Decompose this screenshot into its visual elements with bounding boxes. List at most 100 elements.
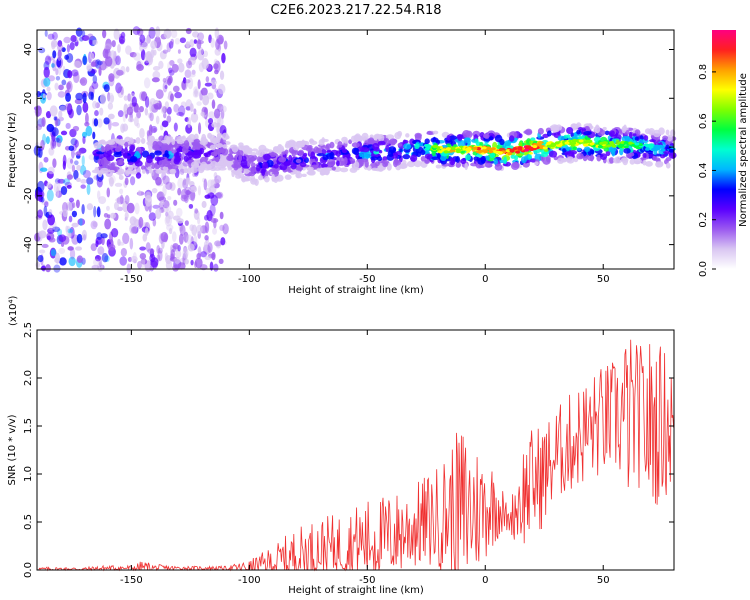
spectrogram-cell <box>353 161 360 169</box>
spectrogram-cell <box>621 125 627 134</box>
spectrogram-cell <box>150 49 155 59</box>
spectrogram-cell <box>182 77 187 84</box>
spectrogram-cell <box>115 197 123 203</box>
spectrogram-cell <box>176 218 184 224</box>
spectrogram-cell <box>197 185 201 196</box>
spectrogram-cell <box>183 155 189 162</box>
y-tick-label: 40 <box>23 43 34 56</box>
snr-x-axis: -150 -100 -50 0 50 <box>120 330 610 586</box>
spectrogram-cell <box>186 167 192 175</box>
colorbar-tick-label: 0.8 <box>698 64 709 80</box>
spectrogram-cell <box>145 242 151 252</box>
spectrogram-cell <box>82 101 89 113</box>
spectrogram-cell <box>110 162 116 169</box>
spectrogram-cell <box>103 212 109 218</box>
spectrogram-cell <box>420 149 426 156</box>
spectrogram-cell <box>205 187 212 194</box>
spectrogram-cell <box>179 168 185 175</box>
spectrogram-cell <box>393 159 398 168</box>
spectrogram-cell <box>37 255 44 263</box>
spectrogram-cell <box>162 77 167 83</box>
spectrogram-cell <box>64 54 70 60</box>
spectrogram-cell <box>193 39 198 44</box>
spectrogram-cell <box>202 94 210 106</box>
spectrogram-cell <box>557 157 565 164</box>
spectrogram-cell <box>96 190 101 200</box>
spectrogram-cell <box>632 133 637 137</box>
spectrogram-cell <box>45 264 51 273</box>
spectrogram-cell <box>213 263 219 272</box>
spectrogram-cell <box>534 161 539 166</box>
figure-title: C2E6.2023.217.22.54.R18 <box>270 3 441 18</box>
spectrogram-cell <box>399 148 403 152</box>
spectrogram-cell <box>162 175 170 185</box>
spectrogram-cell <box>92 131 96 140</box>
spectrogram-cell <box>565 147 572 151</box>
spectrogram-cell <box>583 143 589 147</box>
spectrogram-cell <box>185 177 190 186</box>
spectrogram-cell <box>74 160 79 166</box>
spectrogram-cell <box>164 252 169 261</box>
spectrogram-cell <box>512 147 518 151</box>
spectrogram-cell <box>95 240 99 248</box>
spectrogram-cell <box>576 147 582 151</box>
spectrogram-cell <box>540 152 549 158</box>
y-tick-label: -40 <box>23 236 34 252</box>
spectrogram-cell <box>432 145 438 149</box>
spectrogram-cell <box>169 182 176 191</box>
spectrogram-cell <box>57 228 63 237</box>
spectrogram-cell <box>669 149 675 153</box>
spectrogram-cell <box>313 146 319 154</box>
spectrogram-cell <box>174 91 182 99</box>
spectrogram-cell <box>208 111 216 120</box>
spectrogram-cell <box>654 144 660 148</box>
spectrogram-cell <box>120 247 127 257</box>
spectrogram-cell <box>583 140 589 144</box>
spectrogram-cell <box>256 164 261 172</box>
spectrogram-cell <box>162 81 168 93</box>
spectrogram-cell <box>44 29 48 37</box>
spectrogram-cell <box>93 205 97 218</box>
spectrogram-cell <box>69 248 76 260</box>
spectrogram-cell <box>101 252 109 263</box>
spectrogram-cell <box>564 141 570 145</box>
spectrogram-cell <box>105 56 113 67</box>
y-tick-label: 0 <box>23 144 34 150</box>
spectrogram-cell <box>75 177 81 183</box>
spectrogram-cell <box>247 159 251 168</box>
spectrogram-cell <box>149 101 153 112</box>
spectrogram-cell <box>98 256 102 268</box>
spectrogram-cell <box>75 246 83 251</box>
spectrogram-cell <box>488 149 494 154</box>
spectrogram-cell <box>61 79 67 86</box>
spectrogram-cell <box>351 147 359 155</box>
spectrogram-cell <box>152 140 159 149</box>
spectrogram-cell <box>43 205 48 217</box>
spectrogram-cell <box>660 148 666 152</box>
spectrogram-cell <box>103 117 110 125</box>
spectrogram-cell <box>50 139 54 150</box>
y-tick-label: 0.0 <box>23 562 34 578</box>
spectrogram-cell <box>160 200 165 206</box>
spectrogram-cell <box>341 148 348 154</box>
spectrogram-cell <box>130 255 138 263</box>
spectrogram-cell <box>90 61 97 67</box>
spectrogram-cell <box>200 161 207 168</box>
spectrogram-cell <box>70 34 77 43</box>
spectrogram-cell <box>99 107 104 116</box>
spectrogram-cell <box>165 181 173 190</box>
spectrogram-cell <box>56 135 63 144</box>
spectrogram-cell <box>257 157 264 162</box>
spectrogram-cell <box>573 124 578 128</box>
spectrogram-cell <box>161 206 165 213</box>
spectrogram-cell <box>82 135 86 145</box>
spectrogram-cell <box>426 130 433 135</box>
spectrogram-cell <box>206 210 213 222</box>
spectrogram-cell <box>250 157 257 162</box>
spectrogram-cell <box>437 150 443 154</box>
spectrogram-cell <box>168 165 173 169</box>
spectrogram-cell <box>645 160 653 167</box>
spectrogram-cell <box>424 159 430 165</box>
spectrogram-cell <box>184 79 191 84</box>
spectrogram-cell <box>55 68 59 76</box>
